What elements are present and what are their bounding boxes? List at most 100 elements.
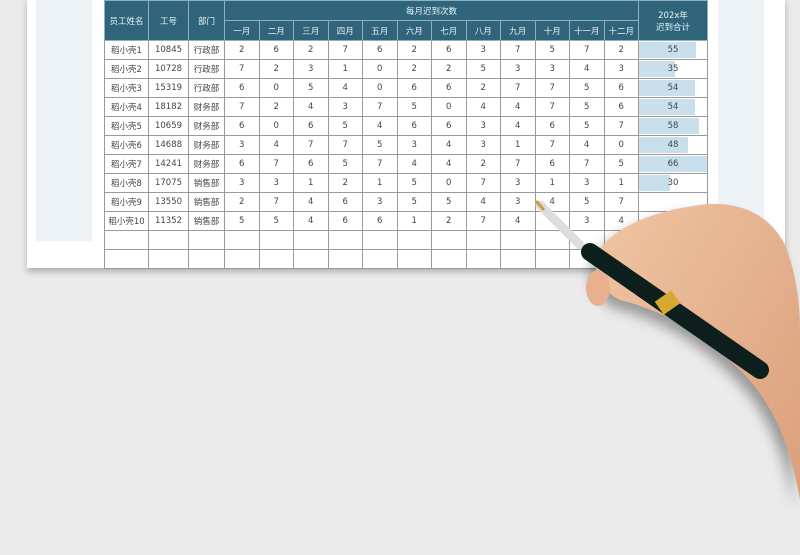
month-late-count-cell[interactable]: 7 xyxy=(293,135,329,155)
empty-cell[interactable] xyxy=(638,249,708,269)
month-late-count-cell[interactable]: 6 xyxy=(362,211,398,231)
month-late-count-cell[interactable]: 1 xyxy=(603,173,639,193)
empty-cell[interactable] xyxy=(534,249,570,269)
month-late-count-cell[interactable]: 7 xyxy=(500,78,536,98)
total-cell[interactable]: 48 xyxy=(638,135,708,155)
empty-cell[interactable] xyxy=(431,249,467,269)
month-late-count-cell[interactable]: 4 xyxy=(293,211,329,231)
month-late-count-cell[interactable]: 7 xyxy=(534,97,570,117)
empty-cell[interactable] xyxy=(293,249,329,269)
month-late-count-cell[interactable]: 7 xyxy=(327,40,363,60)
employee-name-cell[interactable]: 稻小壳8 xyxy=(104,173,149,193)
month-late-count-cell[interactable]: 3 xyxy=(465,116,501,136)
empty-cell[interactable] xyxy=(569,249,605,269)
month-late-count-cell[interactable]: 5 xyxy=(327,154,363,174)
employee-id-cell[interactable]: 14688 xyxy=(148,135,189,155)
month-late-count-cell[interactable] xyxy=(534,211,570,231)
month-late-count-cell[interactable]: 5 xyxy=(569,192,605,212)
department-cell[interactable]: 财务部 xyxy=(188,154,225,174)
month-late-count-cell[interactable]: 3 xyxy=(569,173,605,193)
month-late-count-cell[interactable]: 3 xyxy=(603,59,639,79)
empty-cell[interactable] xyxy=(362,230,398,250)
month-late-count-cell[interactable]: 6 xyxy=(224,154,260,174)
month-late-count-cell[interactable]: 6 xyxy=(431,116,467,136)
employee-name-cell[interactable]: 稻小壳9 xyxy=(104,192,149,212)
month-late-count-cell[interactable]: 3 xyxy=(362,192,398,212)
month-late-count-cell[interactable]: 5 xyxy=(431,192,467,212)
empty-cell[interactable] xyxy=(638,230,708,250)
total-cell[interactable]: 30 xyxy=(638,173,708,193)
month-late-count-cell[interactable]: 2 xyxy=(224,40,260,60)
empty-cell[interactable] xyxy=(188,230,225,250)
month-late-count-cell[interactable]: 2 xyxy=(465,78,501,98)
month-late-count-cell[interactable]: 1 xyxy=(534,173,570,193)
month-late-count-cell[interactable]: 3 xyxy=(500,173,536,193)
month-late-count-cell[interactable]: 7 xyxy=(569,154,605,174)
employee-name-cell[interactable]: 稻小壳3 xyxy=(104,78,149,98)
month-late-count-cell[interactable]: 5 xyxy=(293,78,329,98)
total-cell[interactable] xyxy=(638,211,708,231)
month-late-count-cell[interactable]: 3 xyxy=(465,135,501,155)
month-late-count-cell[interactable]: 3 xyxy=(224,135,260,155)
total-cell[interactable]: 55 xyxy=(638,40,708,60)
total-cell[interactable]: 35 xyxy=(638,59,708,79)
employee-id-cell[interactable]: 13550 xyxy=(148,192,189,212)
month-late-count-cell[interactable]: 5 xyxy=(224,211,260,231)
month-late-count-cell[interactable]: 3 xyxy=(224,173,260,193)
month-late-count-cell[interactable]: 4 xyxy=(327,78,363,98)
month-late-count-cell[interactable]: 5 xyxy=(396,97,432,117)
month-late-count-cell[interactable]: 5 xyxy=(603,154,639,174)
month-late-count-cell[interactable]: 4 xyxy=(569,135,605,155)
month-late-count-cell[interactable]: 6 xyxy=(224,78,260,98)
month-late-count-cell[interactable]: 1 xyxy=(362,173,398,193)
month-late-count-cell[interactable]: 6 xyxy=(362,40,398,60)
department-cell[interactable]: 销售部 xyxy=(188,211,225,231)
month-late-count-cell[interactable]: 3 xyxy=(327,97,363,117)
month-late-count-cell[interactable]: 4 xyxy=(534,192,570,212)
month-late-count-cell[interactable]: 7 xyxy=(465,173,501,193)
month-late-count-cell[interactable]: 5 xyxy=(569,78,605,98)
month-late-count-cell[interactable]: 6 xyxy=(396,78,432,98)
department-cell[interactable]: 行政部 xyxy=(188,78,225,98)
month-late-count-cell[interactable]: 2 xyxy=(258,59,294,79)
department-cell[interactable]: 财务部 xyxy=(188,135,225,155)
month-late-count-cell[interactable]: 5 xyxy=(258,211,294,231)
month-late-count-cell[interactable]: 7 xyxy=(500,40,536,60)
month-late-count-cell[interactable]: 7 xyxy=(258,154,294,174)
month-late-count-cell[interactable]: 7 xyxy=(569,40,605,60)
month-late-count-cell[interactable]: 2 xyxy=(224,192,260,212)
empty-cell[interactable] xyxy=(396,230,432,250)
month-late-count-cell[interactable]: 3 xyxy=(396,135,432,155)
empty-cell[interactable] xyxy=(569,230,605,250)
month-late-count-cell[interactable]: 1 xyxy=(396,211,432,231)
month-late-count-cell[interactable]: 3 xyxy=(569,211,605,231)
empty-cell[interactable] xyxy=(258,230,294,250)
month-late-count-cell[interactable]: 1 xyxy=(293,173,329,193)
empty-cell[interactable] xyxy=(362,249,398,269)
month-late-count-cell[interactable]: 4 xyxy=(431,154,467,174)
month-late-count-cell[interactable]: 6 xyxy=(603,78,639,98)
employee-id-cell[interactable]: 10659 xyxy=(148,116,189,136)
month-late-count-cell[interactable]: 4 xyxy=(500,211,536,231)
employee-id-cell[interactable]: 10728 xyxy=(148,59,189,79)
month-late-count-cell[interactable]: 7 xyxy=(500,154,536,174)
total-cell[interactable]: 54 xyxy=(638,97,708,117)
employee-id-cell[interactable]: 10845 xyxy=(148,40,189,60)
month-late-count-cell[interactable]: 3 xyxy=(500,59,536,79)
employee-id-cell[interactable]: 11352 xyxy=(148,211,189,231)
month-late-count-cell[interactable]: 5 xyxy=(569,116,605,136)
month-late-count-cell[interactable]: 6 xyxy=(327,192,363,212)
month-late-count-cell[interactable]: 2 xyxy=(603,40,639,60)
empty-cell[interactable] xyxy=(465,249,501,269)
month-late-count-cell[interactable]: 2 xyxy=(396,59,432,79)
month-late-count-cell[interactable]: 6 xyxy=(603,97,639,117)
month-late-count-cell[interactable]: 7 xyxy=(603,192,639,212)
empty-cell[interactable] xyxy=(500,249,536,269)
month-late-count-cell[interactable]: 4 xyxy=(362,116,398,136)
month-late-count-cell[interactable]: 4 xyxy=(569,59,605,79)
employee-id-cell[interactable]: 18182 xyxy=(148,97,189,117)
month-late-count-cell[interactable]: 6 xyxy=(327,211,363,231)
month-late-count-cell[interactable]: 3 xyxy=(293,59,329,79)
month-late-count-cell[interactable]: 5 xyxy=(534,40,570,60)
month-late-count-cell[interactable]: 0 xyxy=(258,116,294,136)
